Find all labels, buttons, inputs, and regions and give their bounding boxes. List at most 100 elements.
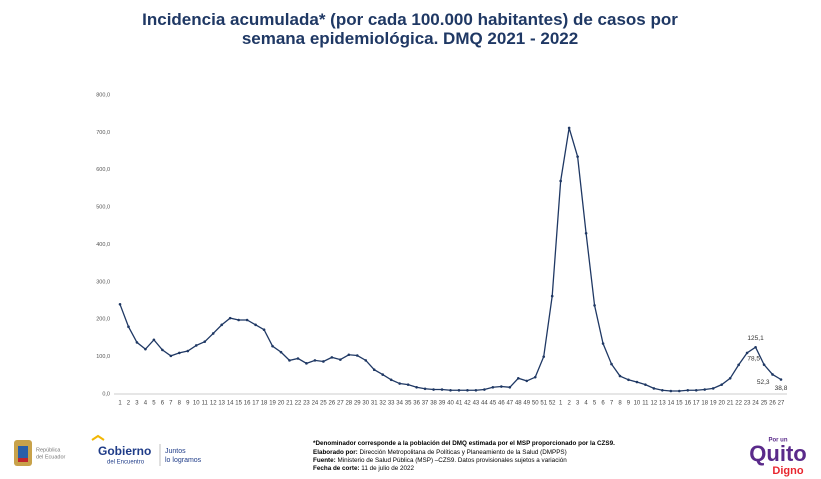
- x-tick-label: 28: [345, 401, 352, 407]
- x-tick-label: 9: [186, 401, 190, 407]
- data-point: [305, 362, 308, 365]
- x-tick-label: 20: [278, 401, 285, 407]
- x-tick-label: 6: [161, 401, 165, 407]
- x-tick-label: 46: [498, 401, 505, 407]
- data-point: [610, 362, 613, 366]
- data-point: [389, 378, 393, 382]
- x-tick-label: 20: [718, 401, 725, 407]
- ecuador-logo: República del Ecuador: [14, 440, 66, 466]
- data-point: [576, 155, 579, 158]
- x-tick-label: 14: [667, 401, 674, 407]
- data-point: [644, 383, 647, 386]
- x-tick-label: 23: [744, 401, 751, 407]
- data-point: [415, 385, 418, 389]
- x-tick-label: 30: [362, 401, 369, 407]
- data-point: [381, 373, 385, 376]
- note-label: Fecha de corte:: [313, 465, 360, 472]
- data-point: [355, 354, 359, 357]
- logo-text: Digno: [772, 465, 803, 477]
- data-point: [457, 388, 461, 392]
- data-point: [237, 318, 240, 322]
- data-point: [254, 323, 257, 327]
- data-point: [703, 388, 707, 391]
- x-tick-label: 10: [193, 401, 200, 407]
- x-tick-label: 4: [144, 401, 148, 407]
- x-tick-label: 40: [447, 401, 454, 407]
- data-point: [661, 388, 664, 392]
- x-tick-label: 36: [413, 401, 420, 407]
- data-point: [694, 388, 698, 392]
- data-point: [347, 353, 351, 357]
- note-label: Fuente:: [313, 457, 336, 464]
- x-tick-label: 45: [490, 401, 497, 407]
- x-tick-label: 1: [118, 401, 122, 407]
- x-tick-label: 13: [659, 401, 666, 407]
- y-tick-label: 800,0: [96, 92, 110, 98]
- data-point: [678, 389, 681, 393]
- data-point: [686, 388, 690, 392]
- data-label: 78,5: [747, 355, 760, 362]
- data-point: [279, 350, 283, 354]
- logo-text: Quito: [749, 441, 806, 466]
- data-point: [228, 316, 232, 320]
- data-point: [720, 383, 723, 386]
- data-point: [144, 347, 147, 351]
- data-point: [500, 385, 503, 388]
- data-point: [288, 359, 291, 362]
- logo-text: del Ecuador: [36, 454, 66, 460]
- logo-text: del Encuentro: [107, 460, 145, 466]
- data-point: [737, 363, 740, 367]
- x-tick-label: 14: [227, 401, 234, 407]
- logo-text: República: [36, 447, 61, 453]
- footnote: Elaborado por: Dirección Metropolitana d…: [313, 449, 567, 456]
- footnote: Fecha de corte: 11 de julio de 2022: [313, 465, 414, 472]
- x-tick-label: 4: [584, 401, 588, 407]
- x-tick-label: 5: [593, 401, 597, 407]
- data-point: [491, 385, 495, 389]
- x-tick-label: 47: [506, 401, 513, 407]
- data-point: [339, 358, 342, 361]
- x-tick-label: 51: [540, 401, 547, 407]
- y-tick-label: 600,0: [96, 167, 110, 173]
- gobierno-logo: Gobierno del Encuentro Juntos lo logramo…: [91, 434, 202, 466]
- x-tick-label: 22: [295, 401, 302, 407]
- x-tick-label: 12: [651, 401, 658, 407]
- x-tick-label: 32: [379, 401, 386, 407]
- data-point: [406, 383, 410, 386]
- x-tick-label: 24: [752, 401, 759, 407]
- data-point: [618, 374, 622, 378]
- note-text: 11 de julio de 2022: [361, 465, 415, 472]
- x-tick-label: 7: [610, 401, 614, 407]
- x-tick-label: 3: [576, 401, 580, 407]
- data-point: [771, 373, 774, 376]
- y-tick-label: 100,0: [96, 354, 110, 360]
- y-tick-label: 700,0: [96, 130, 110, 136]
- x-tick-label: 18: [261, 401, 268, 407]
- x-tick-label: 24: [312, 401, 319, 407]
- data-point: [466, 388, 469, 392]
- x-tick-label: 44: [481, 401, 488, 407]
- x-tick-label: 18: [701, 401, 708, 407]
- note-label: *Denominador corresponde a la población …: [313, 440, 615, 447]
- data-label: 52,3: [757, 379, 770, 386]
- data-point: [178, 351, 181, 355]
- data-point: [550, 294, 554, 298]
- data-point: [203, 340, 207, 343]
- data-label: 38,8: [775, 385, 788, 392]
- x-tick-label: 26: [329, 401, 336, 407]
- x-tick-label: 33: [388, 401, 395, 407]
- chart-title: Incidencia acumulada* (por cada 100.000 …: [142, 10, 678, 48]
- data-label: 125,1: [747, 335, 764, 342]
- x-tick-label: 19: [710, 401, 717, 407]
- data-point: [728, 377, 732, 380]
- data-point: [296, 357, 300, 360]
- data-point: [483, 388, 486, 391]
- data-point: [627, 378, 630, 382]
- x-tick-label: 6: [601, 401, 605, 407]
- data-point: [669, 389, 673, 393]
- x-tick-label: 8: [618, 401, 622, 407]
- data-point: [754, 345, 757, 349]
- data-point: [169, 354, 173, 358]
- x-tick-label: 15: [676, 401, 683, 407]
